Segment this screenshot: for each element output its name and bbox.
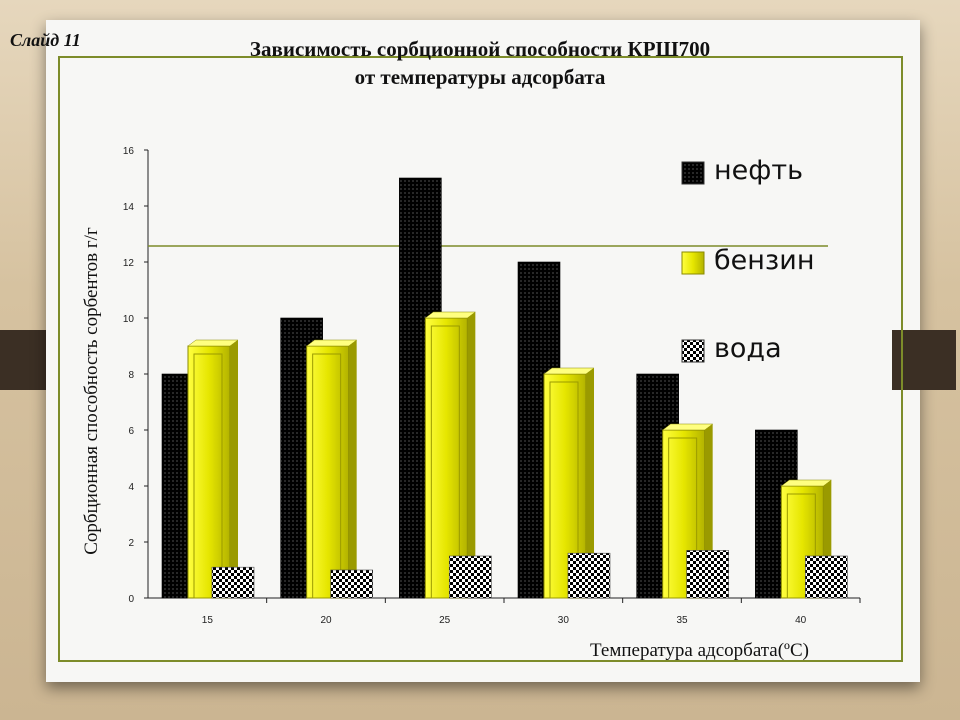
y-tick-label: 2	[128, 538, 134, 549]
bar-вода	[211, 566, 255, 599]
bar-top	[780, 479, 833, 487]
bar-bevel	[193, 353, 223, 599]
legend-swatch-вода	[681, 339, 705, 363]
x-tick-label: 20	[320, 615, 332, 626]
x-axis-label: Температура адсорбата(ºС)	[590, 640, 809, 661]
bar-бензин	[306, 345, 350, 599]
legend-label-бензин: бензин	[714, 245, 814, 276]
y-tick-label: 6	[128, 426, 134, 437]
x-tick-label: 15	[202, 615, 214, 626]
y-tick-label: 14	[123, 202, 135, 213]
y-tick-label: 4	[128, 482, 134, 493]
bar-side	[348, 340, 357, 598]
legend-label-вода: вода	[714, 333, 782, 364]
title-line-1: Зависимость сорбционной способности КРШ7…	[249, 37, 711, 61]
bar-бензин	[187, 345, 231, 599]
chart-title: Зависимость сорбционной способности КРШ7…	[170, 35, 790, 91]
y-tick-label: 10	[123, 314, 135, 325]
bar-вода	[449, 555, 492, 599]
x-tick-label: 40	[795, 615, 807, 626]
x-tick-label: 25	[439, 615, 451, 626]
bar-bevel	[430, 325, 460, 599]
bar-top	[305, 339, 358, 347]
bar-bevel	[549, 381, 579, 599]
bar-side	[467, 312, 476, 598]
bar-вода	[567, 552, 611, 599]
y-axis-label: Сорбционная способность сорбентов г/г	[81, 227, 102, 555]
bar-side	[230, 340, 238, 598]
bar-бензин	[543, 373, 587, 599]
bar-вода	[330, 569, 373, 599]
legend-swatch-бензин	[681, 251, 705, 275]
slide-number: Слайд 11	[10, 30, 81, 50]
bar-вода	[805, 555, 848, 599]
bar-bevel	[312, 353, 342, 599]
bar-top	[187, 339, 239, 347]
y-tick-label: 16	[123, 146, 135, 157]
y-tick-label: 12	[123, 258, 135, 269]
slide-frame	[58, 56, 903, 662]
bar-top	[424, 311, 477, 319]
title-line-2: от температуры адсорбата	[354, 65, 606, 89]
y-tick-label: 0	[128, 594, 134, 605]
legend-label-нефть: нефть	[714, 155, 803, 186]
bar-bevel	[668, 437, 698, 599]
bar-top	[661, 423, 714, 431]
y-tick-label: 8	[128, 370, 134, 381]
x-tick-label: 30	[558, 615, 570, 626]
x-tick-label: 35	[676, 615, 688, 626]
bar-bevel	[786, 493, 816, 599]
bar-top	[543, 367, 595, 375]
bar-side	[586, 368, 594, 598]
legend-swatch-нефть	[681, 161, 705, 185]
bar-вода	[686, 550, 729, 599]
